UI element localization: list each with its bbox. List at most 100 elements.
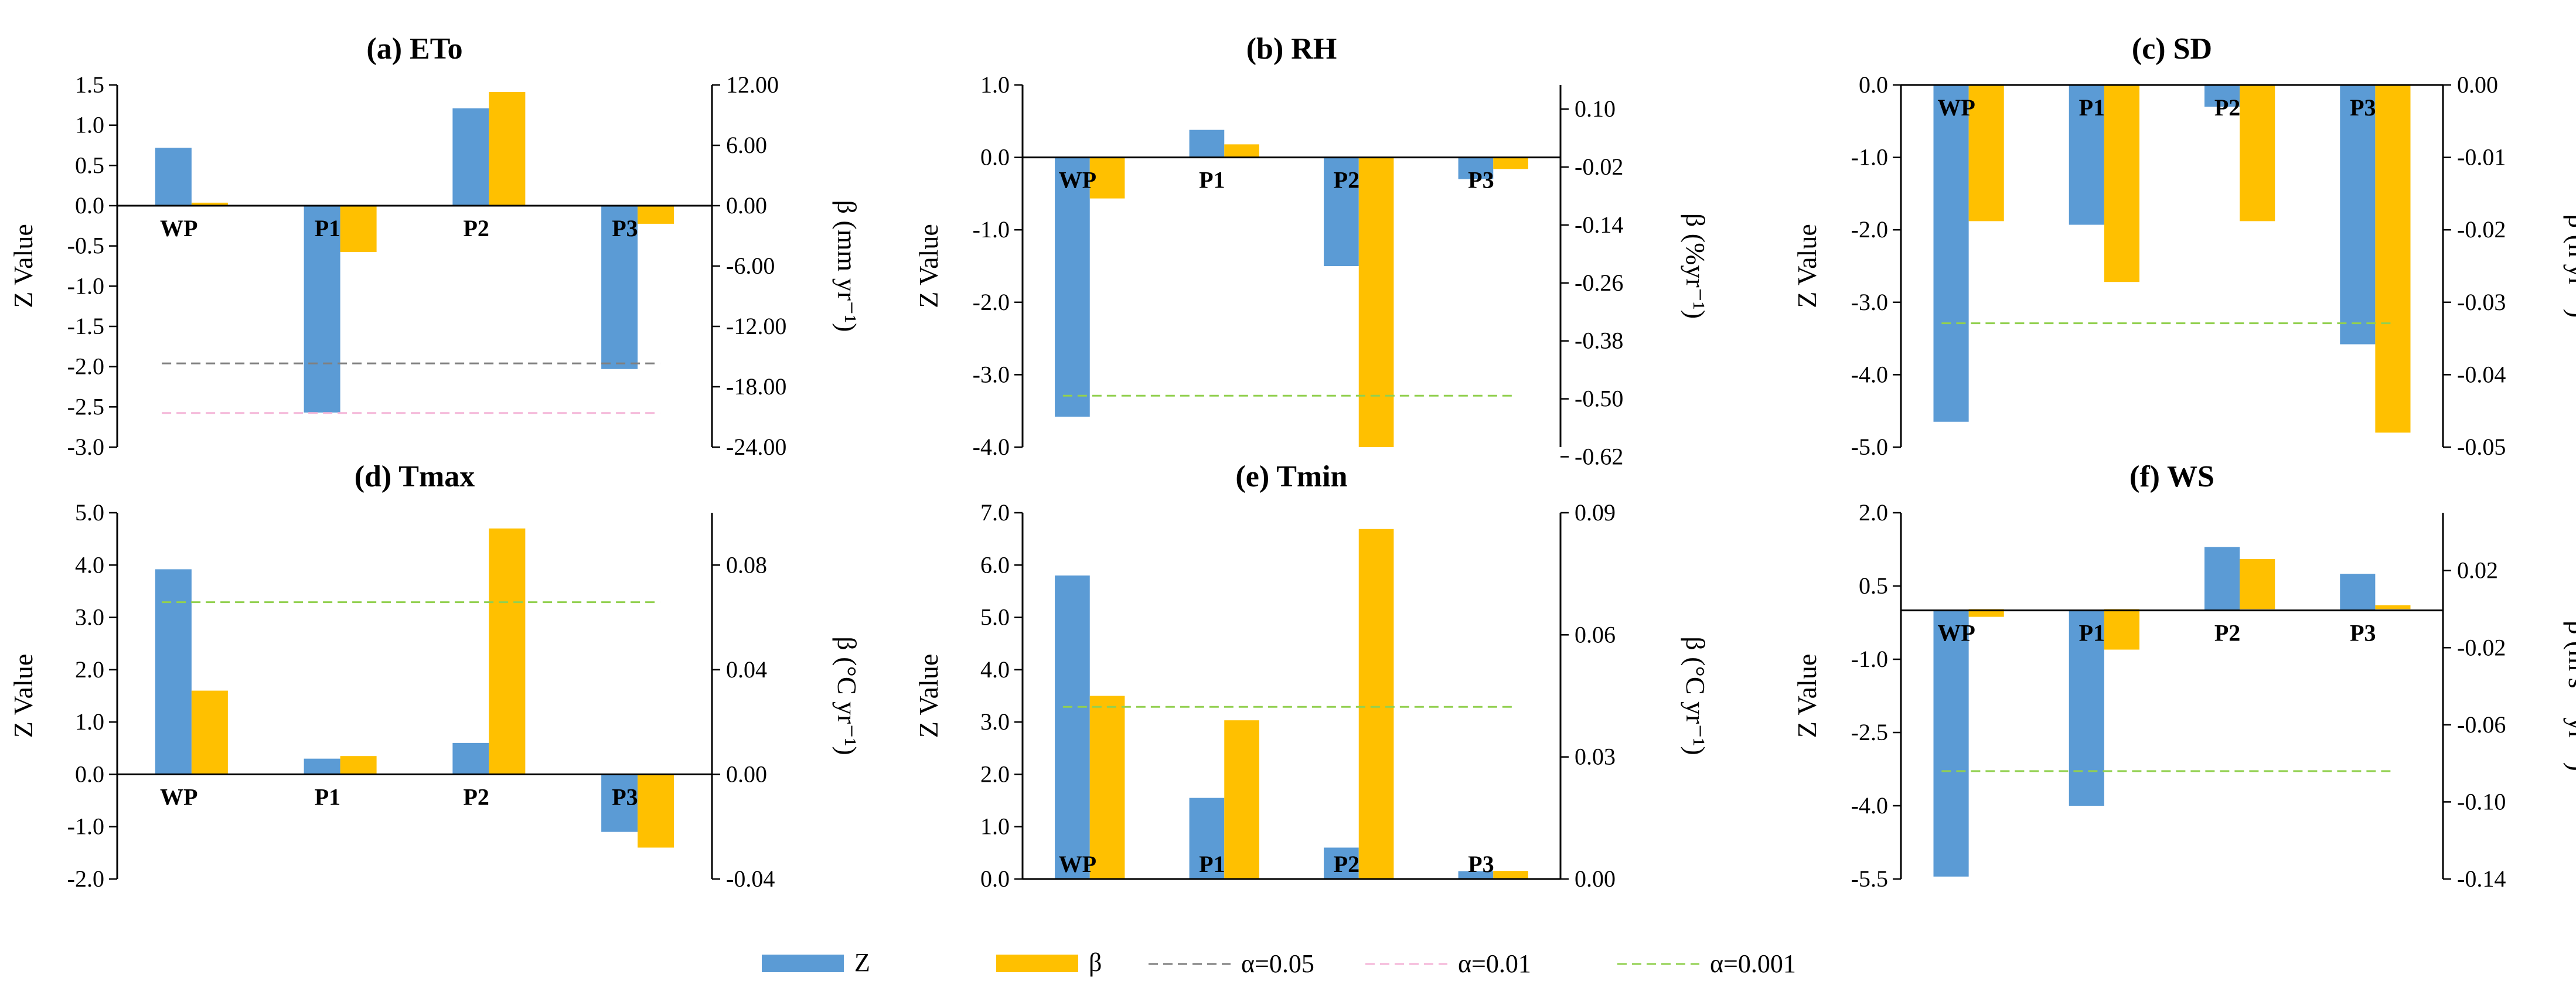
legend-label-z: Z [854, 948, 870, 977]
y2-axis-label: β (h yr⁻¹) [2563, 214, 2576, 318]
bar-z-p1 [2069, 85, 2104, 225]
legend-swatch-z [762, 955, 844, 972]
category-label: P2 [1334, 851, 1359, 877]
right-tick-label: -0.01 [2457, 144, 2506, 171]
right-tick-label: -0.03 [2457, 289, 2506, 315]
left-tick-label: 4.0 [980, 656, 1010, 683]
bar-beta-wp [1089, 157, 1125, 199]
left-tick-label: -1.0 [67, 813, 104, 840]
bar-z-wp [1933, 610, 1969, 877]
legend-label-a001: α=0.01 [1458, 949, 1531, 978]
left-tick-label: -2.0 [67, 353, 104, 380]
category-label: P3 [2350, 620, 2376, 646]
left-tick-label: -3.0 [973, 361, 1010, 387]
category-label: WP [1937, 620, 1975, 646]
right-tick-label: -0.14 [1575, 212, 1623, 238]
left-tick-label: 1.0 [980, 813, 1010, 840]
bar-z-wp [155, 569, 192, 775]
left-tick-label: 0.0 [980, 866, 1010, 892]
right-tick-label: -0.14 [2457, 866, 2506, 892]
bar-beta-p2 [2240, 558, 2275, 609]
y2-axis-label: β (m s⁻¹ yr⁻¹) [2563, 621, 2576, 771]
left-tick-label: -2.0 [67, 866, 104, 892]
category-label: P2 [463, 783, 489, 810]
right-tick-label: -0.10 [2457, 788, 2506, 815]
panel-2: (c) SD 0.0 -1.0 -2.0 -3.0 -4.0 -5.0 0.00 -0.01 -0… [1792, 32, 2576, 460]
bar-beta-p1 [1224, 720, 1259, 879]
category-label: P3 [1468, 851, 1494, 877]
bar-z-p2 [1324, 847, 1359, 879]
right-tick-label: 0.06 [1575, 621, 1616, 648]
bar-beta-p1 [2104, 85, 2139, 282]
right-tick-label: 0.00 [726, 192, 767, 219]
right-tick-label: 0.02 [2457, 557, 2498, 584]
y-axis-label: Z Value [8, 654, 38, 738]
left-tick-label: -2.5 [1851, 719, 1888, 745]
bar-z-wp [1933, 85, 1969, 422]
left-tick-label: 7.0 [980, 499, 1010, 526]
bar-beta-wp [191, 202, 228, 206]
right-tick-label: 0.10 [1575, 96, 1616, 122]
left-tick-label: -2.0 [1851, 216, 1888, 243]
category-label: P2 [463, 215, 489, 241]
category-label: P1 [1199, 851, 1225, 877]
category-label: P2 [2214, 620, 2240, 646]
legend-label-beta: β [1089, 948, 1102, 977]
left-tick-label: -0.5 [67, 233, 104, 259]
y-axis-label: Z Value [1792, 224, 1822, 308]
bar-z-p1 [2069, 610, 2104, 806]
chart-title: (c) SD [2132, 32, 2212, 66]
bar-beta-p3 [638, 774, 674, 848]
right-tick-label: -0.02 [1575, 154, 1623, 180]
left-tick-label: -5.0 [1851, 434, 1888, 460]
bar-z-p2 [452, 742, 489, 775]
right-tick-label: 12.00 [726, 71, 779, 98]
right-tick-label: 0.04 [726, 656, 767, 683]
left-tick-label: -2.5 [67, 393, 104, 420]
right-tick-label: -0.26 [1575, 270, 1623, 296]
category-label: WP [160, 215, 197, 241]
left-tick-label: 2.0 [75, 656, 104, 683]
category-label: P3 [612, 215, 638, 241]
bar-beta-p3 [2375, 605, 2411, 609]
left-tick-label: -1.0 [1851, 646, 1888, 672]
right-tick-label: -6.00 [726, 253, 775, 279]
category-label: P1 [2079, 94, 2105, 121]
panel-3: (d) Tmax 5.0 4.0 3.0 2.0 1.0 0.0 -1.0 -2.0 0.08 0.… [8, 460, 862, 892]
right-tick-label: 0.03 [1575, 744, 1616, 770]
category-label: WP [1937, 94, 1975, 121]
right-tick-label: -0.02 [2457, 634, 2506, 660]
category-label: P1 [1199, 167, 1225, 193]
left-tick-label: 0.5 [1859, 573, 1888, 599]
y-axis-label: Z Value [914, 224, 943, 308]
left-tick-label: -4.0 [973, 434, 1010, 460]
bar-beta-p3 [1493, 871, 1528, 879]
right-tick-label: -0.06 [2457, 711, 2506, 738]
left-tick-label: 0.5 [75, 152, 104, 178]
right-tick-label: 0.00 [2457, 71, 2498, 98]
bar-beta-p1 [2104, 609, 2139, 650]
category-label: P3 [612, 783, 638, 810]
bar-beta-p1 [340, 206, 377, 252]
left-tick-label: 4.0 [75, 551, 104, 578]
chart-title: (f) WS [2129, 460, 2214, 493]
bar-z-wp [1055, 575, 1090, 879]
bar-beta-p2 [2240, 85, 2275, 222]
category-label: P1 [315, 783, 340, 810]
category-label: WP [1059, 851, 1096, 877]
right-tick-label: 6.00 [726, 132, 767, 158]
bar-beta-wp [1968, 85, 2004, 222]
left-tick-label: -1.5 [67, 313, 104, 339]
right-tick-label: -0.04 [2457, 361, 2506, 387]
category-label: P1 [315, 215, 340, 241]
left-tick-label: 2.0 [1859, 499, 1888, 526]
bar-beta-p3 [638, 206, 674, 224]
bar-beta-p2 [1358, 529, 1394, 879]
left-tick-label: -5.5 [1851, 866, 1888, 892]
bar-z-p1 [1189, 130, 1225, 158]
bar-beta-p2 [1358, 157, 1394, 447]
bar-beta-p1 [340, 756, 377, 775]
panel-0: (a) ETo 1.5 1.0 0.5 0.0 -0.5 -1.0 -1.5 -2.0 -2.5 -… [8, 32, 862, 460]
chart-title: (e) Tmin [1235, 460, 1347, 493]
